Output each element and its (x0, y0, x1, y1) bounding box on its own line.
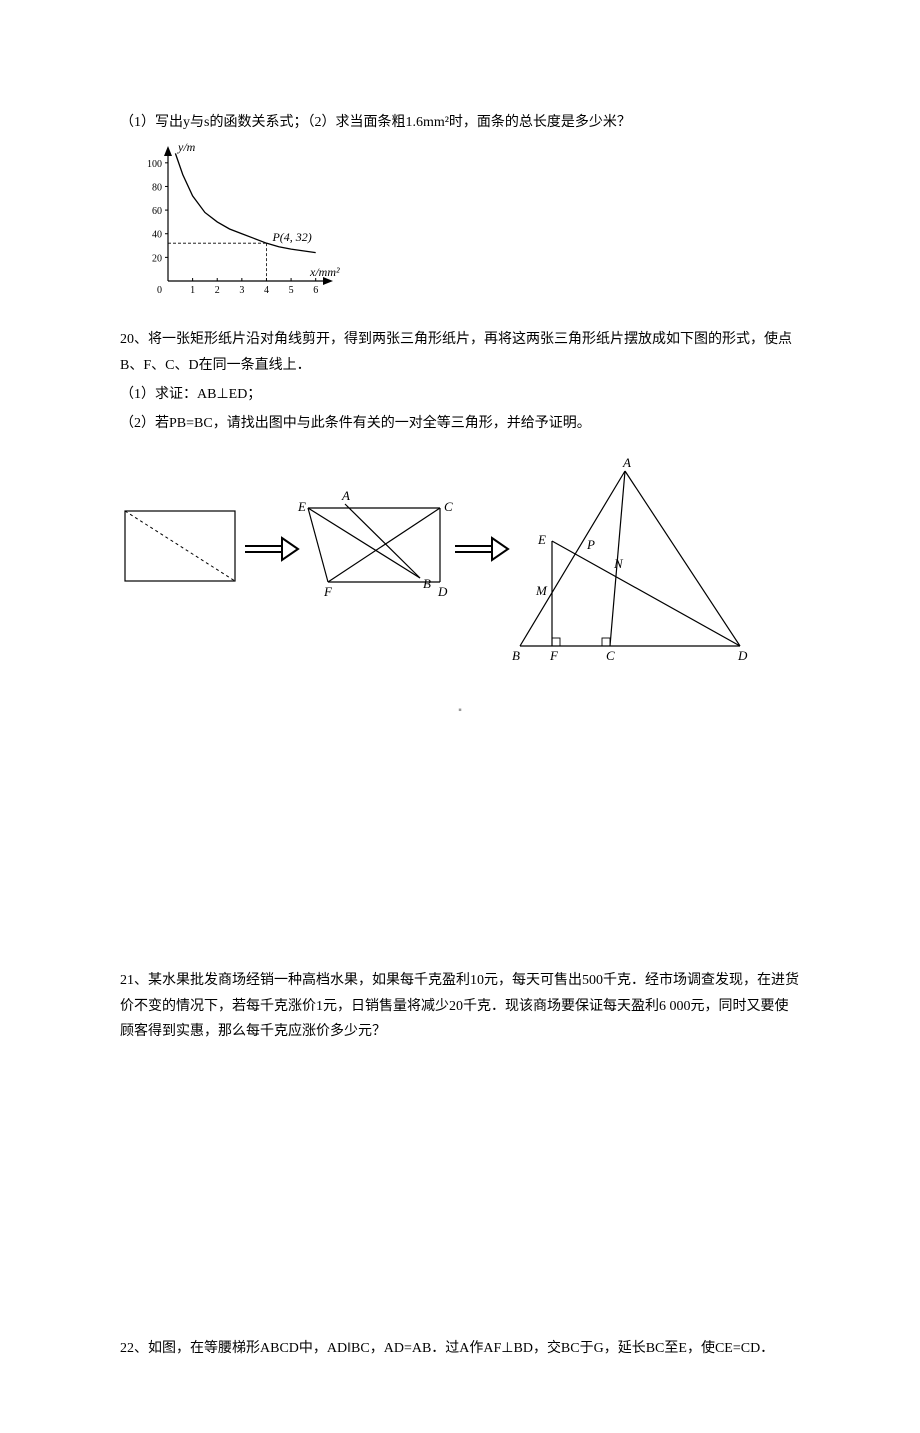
spacer-2 (120, 1056, 800, 1336)
svg-text:A: A (341, 488, 350, 503)
q22-main: 22、如图，在等腰梯形ABCD中，AD‖BC，AD=AB．过A作AF⊥BD，交B… (120, 1336, 800, 1361)
svg-text:100: 100 (147, 159, 162, 170)
q20-sub2: （2）若PB=BC，请找出图中与此条件有关的一对全等三角形，并给予证明。 (120, 411, 800, 436)
question-21: 21、某水果批发商场经销一种高档水果，如果每千克盈利10元，每天可售出500千克… (120, 968, 800, 1044)
svg-text:C: C (444, 499, 453, 514)
q21-main: 21、某水果批发商场经销一种高档水果，如果每千克盈利10元，每天可售出500千克… (120, 968, 800, 1044)
svg-text:80: 80 (152, 183, 162, 194)
svg-text:2: 2 (215, 285, 220, 296)
svg-text:x/mm²: x/mm² (309, 265, 340, 279)
diagram-svg: EACFBDBFCDAEMNP (120, 456, 770, 681)
svg-text:P(4, 32): P(4, 32) (271, 230, 311, 244)
question-20: 20、将一张矩形纸片沿对角线剪开，得到两张三角形纸片，再将这两张三角形纸片摆放成… (120, 327, 800, 690)
svg-text:C: C (606, 648, 615, 663)
q19-sub1: （1）写出y与s的函数关系式；（2）求当面条粗1.6mm²时，面条的总长度是多少… (120, 110, 800, 135)
q20-sub1: （1）求证：AB⊥ED； (120, 382, 800, 407)
spacer-1 (120, 728, 800, 968)
svg-text:5: 5 (289, 285, 294, 296)
svg-text:3: 3 (239, 285, 244, 296)
question-22: 22、如图，在等腰梯形ABCD中，AD‖BC，AD=AB．过A作AF⊥BD，交B… (120, 1336, 800, 1361)
chart-svg: 204060801001234560P(4, 32)y/mx/mm² (138, 141, 348, 306)
q20-diagram: EACFBDBFCDAEMNP (120, 456, 800, 690)
svg-text:6: 6 (313, 285, 318, 296)
svg-text:D: D (737, 648, 748, 663)
svg-text:E: E (537, 532, 546, 547)
svg-text:60: 60 (152, 206, 162, 217)
svg-text:M: M (535, 583, 548, 598)
svg-text:E: E (297, 499, 306, 514)
page-marker: ▪ (120, 702, 800, 720)
svg-text:F: F (549, 648, 559, 663)
svg-text:N: N (613, 556, 624, 571)
q19-chart: 204060801001234560P(4, 32)y/mx/mm² (138, 141, 800, 315)
svg-text:B: B (423, 576, 431, 591)
q20-main: 20、将一张矩形纸片沿对角线剪开，得到两张三角形纸片，再将这两张三角形纸片摆放成… (120, 327, 800, 377)
svg-text:A: A (622, 456, 631, 470)
question-19: （1）写出y与s的函数关系式；（2）求当面条粗1.6mm²时，面条的总长度是多少… (120, 110, 800, 315)
svg-text:4: 4 (264, 285, 269, 296)
svg-text:y/m: y/m (177, 141, 196, 154)
svg-text:F: F (323, 584, 333, 599)
svg-text:1: 1 (190, 285, 195, 296)
svg-text:D: D (437, 584, 448, 599)
svg-text:20: 20 (152, 254, 162, 265)
svg-text:0: 0 (157, 285, 162, 296)
svg-text:B: B (512, 648, 520, 663)
svg-text:40: 40 (152, 230, 162, 241)
svg-text:P: P (586, 537, 595, 552)
